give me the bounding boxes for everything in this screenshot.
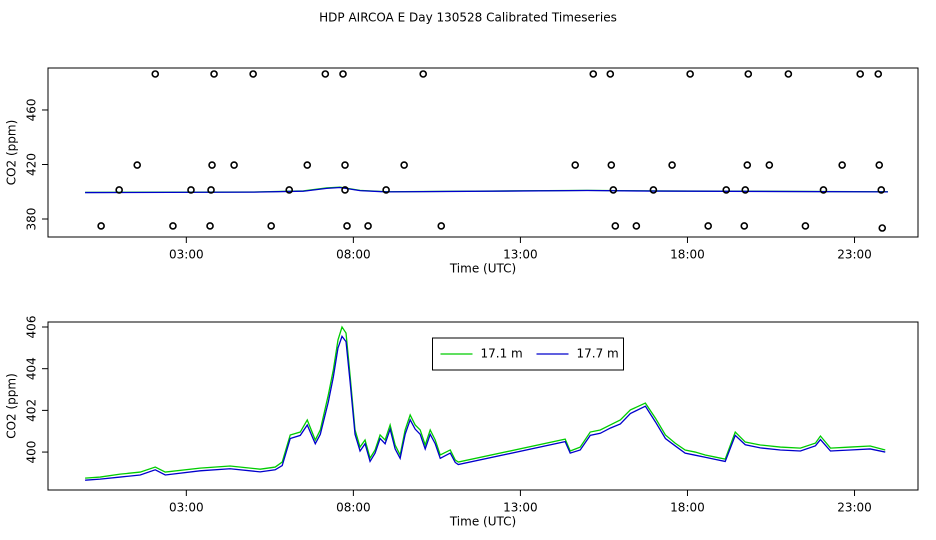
x-tick-label: 03:00 (169, 501, 204, 515)
calibration-point (875, 161, 884, 169)
legend-label: 17.7 m (577, 347, 619, 361)
x-tick-label: 13:00 (503, 501, 538, 515)
x-axis-label: Time (UTC) (449, 515, 516, 529)
y-tick-label: 404 (25, 357, 39, 380)
plot-frame (47, 321, 919, 491)
plot-frame (47, 67, 919, 238)
calibration-point (609, 186, 618, 194)
calibration-point (343, 222, 351, 230)
calibration-point (607, 161, 616, 169)
legend-label: 17.1 m (481, 347, 523, 361)
calibration-point (740, 222, 749, 230)
calibration-point (133, 161, 142, 169)
calibration-point (668, 161, 676, 169)
calibration-point (400, 161, 408, 169)
calibration-point (208, 161, 216, 169)
y-tick-label: 400 (25, 441, 39, 464)
y-tick-label: 380 (25, 208, 39, 231)
calibration-point (339, 70, 347, 78)
x-axis-label: Time (UTC) (449, 262, 516, 276)
calibration-point (115, 186, 123, 194)
calibration-point (874, 70, 883, 78)
x-tick-label: 18:00 (670, 248, 705, 262)
y-tick-label: 460 (25, 99, 39, 122)
calibration-point (97, 222, 105, 230)
x-tick-label: 03:00 (169, 248, 204, 262)
calibration-point (744, 70, 753, 78)
calibration-point (632, 222, 641, 230)
calibration-point (589, 70, 598, 78)
calibration-point (704, 222, 712, 230)
y-axis-label: CO2 (ppm) (5, 373, 19, 439)
calibration-point (419, 70, 427, 78)
calibration-point (382, 186, 390, 194)
calibration-point (364, 222, 372, 230)
calibration-point (285, 186, 294, 194)
calibration-point (210, 70, 218, 78)
calibration-point (819, 186, 828, 194)
x-tick-label: 23:00 (837, 248, 872, 262)
calibration-point (686, 70, 694, 78)
y-tick-label: 402 (25, 399, 39, 422)
calibration-point (743, 161, 752, 169)
calibration-point (611, 222, 620, 230)
calibration-point (230, 161, 238, 169)
calibration-point (722, 186, 731, 194)
calibration-point (187, 186, 195, 194)
calibration-point (649, 186, 658, 194)
calibration-point (249, 70, 257, 78)
calibration-point (267, 222, 275, 230)
y-tick-label: 406 (25, 316, 39, 339)
calibration-point (341, 186, 349, 194)
calibration-point (878, 224, 887, 232)
legend: 17.1 m 17.7 m (432, 337, 624, 371)
calibration-point (437, 222, 446, 230)
calibration-point (207, 186, 215, 194)
calibration-point (856, 70, 865, 78)
x-tick-label: 18:00 (670, 501, 705, 515)
x-tick-label: 13:00 (503, 248, 538, 262)
calibration-point (321, 70, 330, 78)
series-line (85, 186, 888, 194)
calibration-point (341, 161, 349, 169)
calibration-point (838, 161, 846, 169)
y-axis-label: CO2 (ppm) (5, 120, 19, 186)
calibration-point (765, 161, 774, 169)
calibration-point (877, 186, 886, 194)
calibration-point (206, 222, 214, 230)
calibration-point (606, 70, 615, 78)
series-line (85, 335, 886, 481)
calibration-point (151, 70, 160, 78)
calibration-point (303, 161, 312, 169)
calibration-point (784, 70, 793, 78)
calibration-point (169, 222, 177, 230)
calibration-point (801, 222, 810, 230)
calibration-point (571, 161, 580, 169)
series-line (85, 325, 886, 479)
x-tick-label: 23:00 (837, 501, 872, 515)
chart-title: HDP AIRCOA E Day 130528 Calibrated Times… (319, 11, 617, 25)
x-tick-label: 08:00 (336, 501, 371, 515)
calibration-point (741, 186, 750, 194)
x-tick-label: 08:00 (336, 248, 371, 262)
y-tick-label: 420 (25, 153, 39, 176)
